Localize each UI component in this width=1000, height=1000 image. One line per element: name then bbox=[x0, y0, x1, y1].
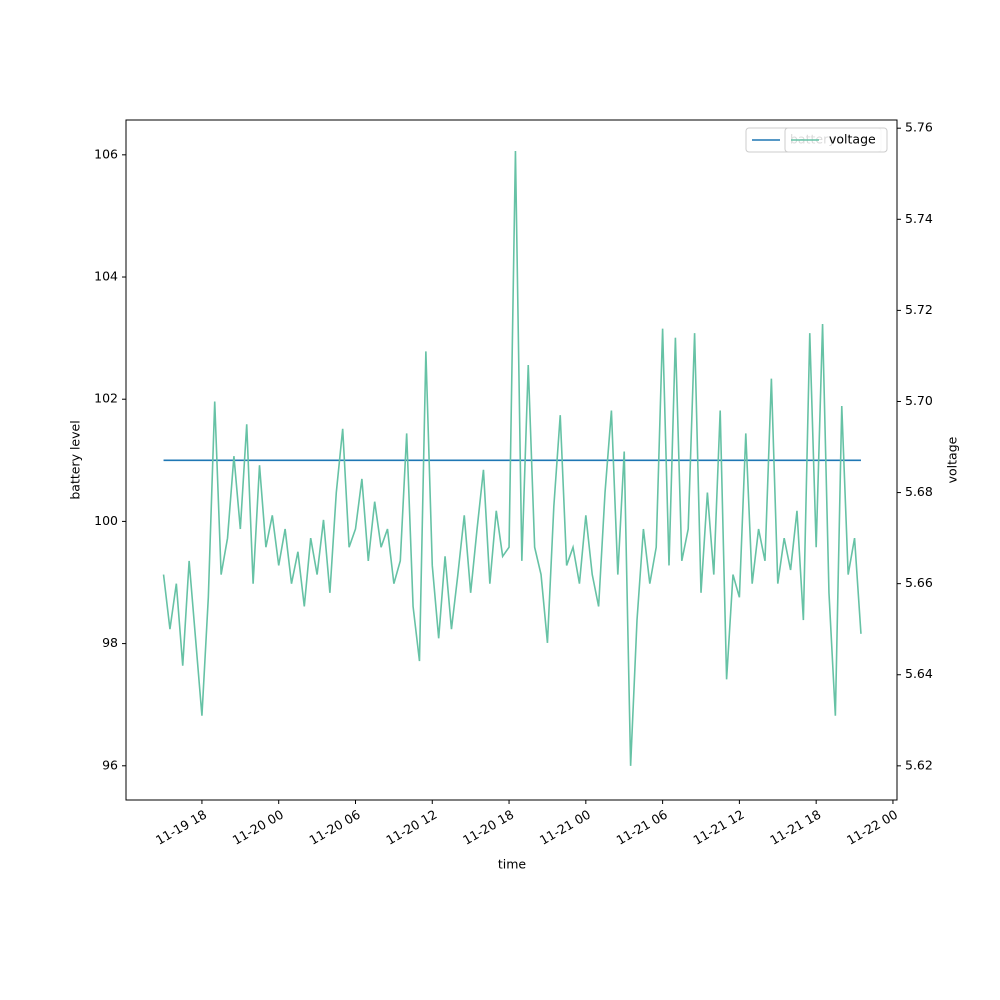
x-tick-label: 11-21 18 bbox=[767, 807, 823, 848]
y2-tick-label: 5.64 bbox=[905, 666, 933, 681]
y-tick-label: 106 bbox=[94, 146, 118, 161]
legend-label: voltage bbox=[829, 132, 876, 147]
x-tick-label: 11-20 12 bbox=[383, 807, 439, 848]
y2-axis-label: voltage bbox=[945, 436, 960, 483]
plot-frame bbox=[125, 119, 898, 801]
y-tick-label: 104 bbox=[94, 269, 118, 284]
legend-box bbox=[784, 127, 888, 153]
x-axis-label: time bbox=[498, 857, 527, 872]
y-axis-label: battery level bbox=[68, 420, 83, 499]
x-tick-label: 11-21 06 bbox=[614, 807, 670, 848]
x-tick-label: 11-20 06 bbox=[307, 807, 363, 848]
y2-tick-label: 5.74 bbox=[905, 211, 933, 226]
series-line bbox=[162, 150, 862, 766]
x-tick-label: 11-20 00 bbox=[230, 807, 286, 848]
y-tick-label: 98 bbox=[102, 635, 118, 650]
x-tick-label: 11-20 18 bbox=[460, 807, 516, 848]
x-tick-label: 11-22 00 bbox=[844, 807, 900, 848]
y-tick-label: 96 bbox=[102, 757, 118, 772]
y2-tick-label: 5.72 bbox=[905, 302, 933, 317]
x-tick-label: 11-19 18 bbox=[153, 807, 209, 848]
y2-tick-label: 5.76 bbox=[905, 120, 933, 135]
y2-tick-label: 5.62 bbox=[905, 757, 933, 772]
y2-tick-label: 5.68 bbox=[905, 484, 933, 499]
y2-tick-label: 5.70 bbox=[905, 393, 933, 408]
y-tick-label: 100 bbox=[94, 513, 118, 528]
x-tick-label: 11-21 00 bbox=[537, 807, 593, 848]
y2-tick-label: 5.66 bbox=[905, 575, 933, 590]
x-tick-label: 11-21 12 bbox=[690, 807, 746, 848]
y-tick-label: 102 bbox=[94, 391, 118, 406]
